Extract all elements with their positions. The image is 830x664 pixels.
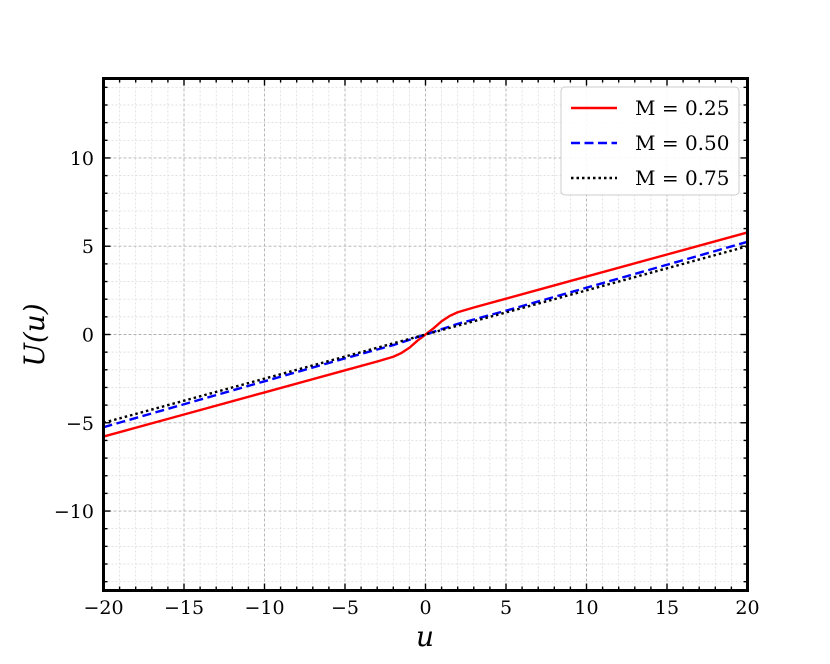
x-tick-label: 10 (574, 597, 598, 619)
series-layer (103, 231, 748, 438)
y-tick-label: −5 (66, 413, 94, 435)
series-line-2 (103, 240, 748, 429)
x-tick-label: 0 (419, 597, 431, 619)
legend: M = 0.25 M = 0.50 M = 0.75 (560, 86, 740, 196)
y-tick-label: 0 (82, 325, 94, 347)
x-tick-label: −15 (164, 597, 204, 619)
tick-labels: −20 −15 −10 −5 0 5 10 15 20 −10 −5 0 5 10 (54, 148, 760, 619)
y-tick-label: −10 (54, 501, 94, 523)
x-tick-label: 15 (655, 597, 679, 619)
axis-ticks (102, 78, 749, 591)
legend-box (560, 86, 740, 196)
series-line-1 (103, 231, 748, 438)
legend-label: M = 0.25 (635, 96, 729, 120)
x-tick-label: −5 (331, 597, 359, 619)
y-tick-label: 5 (82, 236, 94, 258)
x-tick-label: 5 (500, 597, 512, 619)
y-tick-label: 10 (70, 148, 94, 170)
x-tick-label: 20 (735, 597, 759, 619)
x-axis-label: u (416, 620, 434, 653)
legend-label: M = 0.50 (635, 131, 729, 155)
legend-label: M = 0.75 (635, 166, 729, 190)
x-tick-label: −20 (83, 597, 123, 619)
y-axis-label: U(u) (18, 303, 51, 366)
x-tick-label: −10 (244, 597, 284, 619)
